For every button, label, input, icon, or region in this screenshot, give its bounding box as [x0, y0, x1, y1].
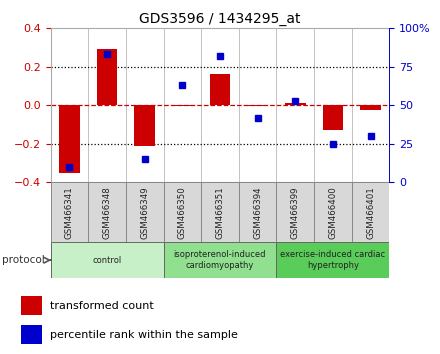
FancyBboxPatch shape	[164, 182, 201, 242]
Bar	[134, 105, 155, 146]
Bar	[360, 105, 381, 110]
Title: GDS3596 / 1434295_at: GDS3596 / 1434295_at	[139, 12, 301, 26]
Bar	[209, 74, 231, 105]
Text: transformed count: transformed count	[50, 301, 154, 311]
FancyBboxPatch shape	[314, 182, 352, 242]
FancyBboxPatch shape	[276, 182, 314, 242]
Bar	[285, 103, 306, 105]
Text: percentile rank within the sample: percentile rank within the sample	[50, 330, 238, 339]
FancyBboxPatch shape	[51, 182, 88, 242]
FancyBboxPatch shape	[126, 182, 164, 242]
Text: GSM466341: GSM466341	[65, 186, 74, 239]
FancyBboxPatch shape	[88, 182, 126, 242]
Bar	[59, 105, 80, 173]
Text: GSM466394: GSM466394	[253, 186, 262, 239]
Bar	[323, 105, 343, 130]
Text: GSM466348: GSM466348	[103, 186, 112, 239]
Text: GSM466401: GSM466401	[366, 186, 375, 239]
Text: GSM466350: GSM466350	[178, 186, 187, 239]
Text: protocol: protocol	[2, 255, 45, 265]
FancyBboxPatch shape	[164, 242, 276, 278]
Bar	[22, 325, 42, 344]
Text: isoproterenol-induced
cardiomyopathy: isoproterenol-induced cardiomyopathy	[174, 251, 266, 270]
FancyBboxPatch shape	[201, 182, 239, 242]
Text: GSM466400: GSM466400	[328, 186, 337, 239]
FancyBboxPatch shape	[239, 182, 276, 242]
Text: exercise-induced cardiac
hypertrophy: exercise-induced cardiac hypertrophy	[280, 251, 385, 270]
FancyBboxPatch shape	[276, 242, 389, 278]
Text: GSM466349: GSM466349	[140, 186, 149, 239]
Text: control: control	[92, 256, 122, 265]
FancyBboxPatch shape	[51, 242, 164, 278]
Bar	[22, 296, 42, 315]
Bar	[247, 105, 268, 106]
Text: GSM466399: GSM466399	[291, 186, 300, 239]
Bar	[97, 50, 117, 105]
FancyBboxPatch shape	[352, 182, 389, 242]
Bar	[172, 105, 193, 106]
Text: GSM466351: GSM466351	[216, 186, 224, 239]
